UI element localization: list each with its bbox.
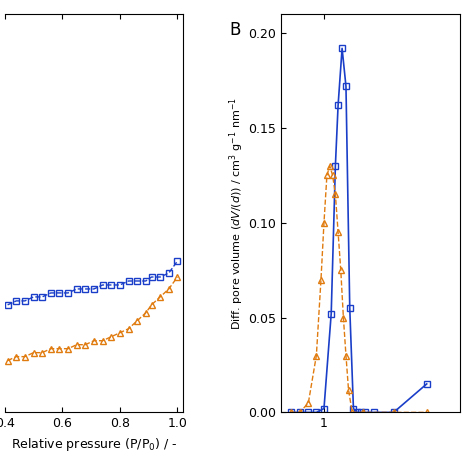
Text: Diff. pore volume ($dV/(d)$) / cm$^3$ g$^{-1}$ nm$^{-1}$: Diff. pore volume ($dV/(d)$) / cm$^3$ g$…: [228, 97, 246, 330]
Text: B: B: [229, 21, 240, 39]
X-axis label: Relative pressure (P/P$_0$) / -: Relative pressure (P/P$_0$) / -: [11, 436, 177, 453]
